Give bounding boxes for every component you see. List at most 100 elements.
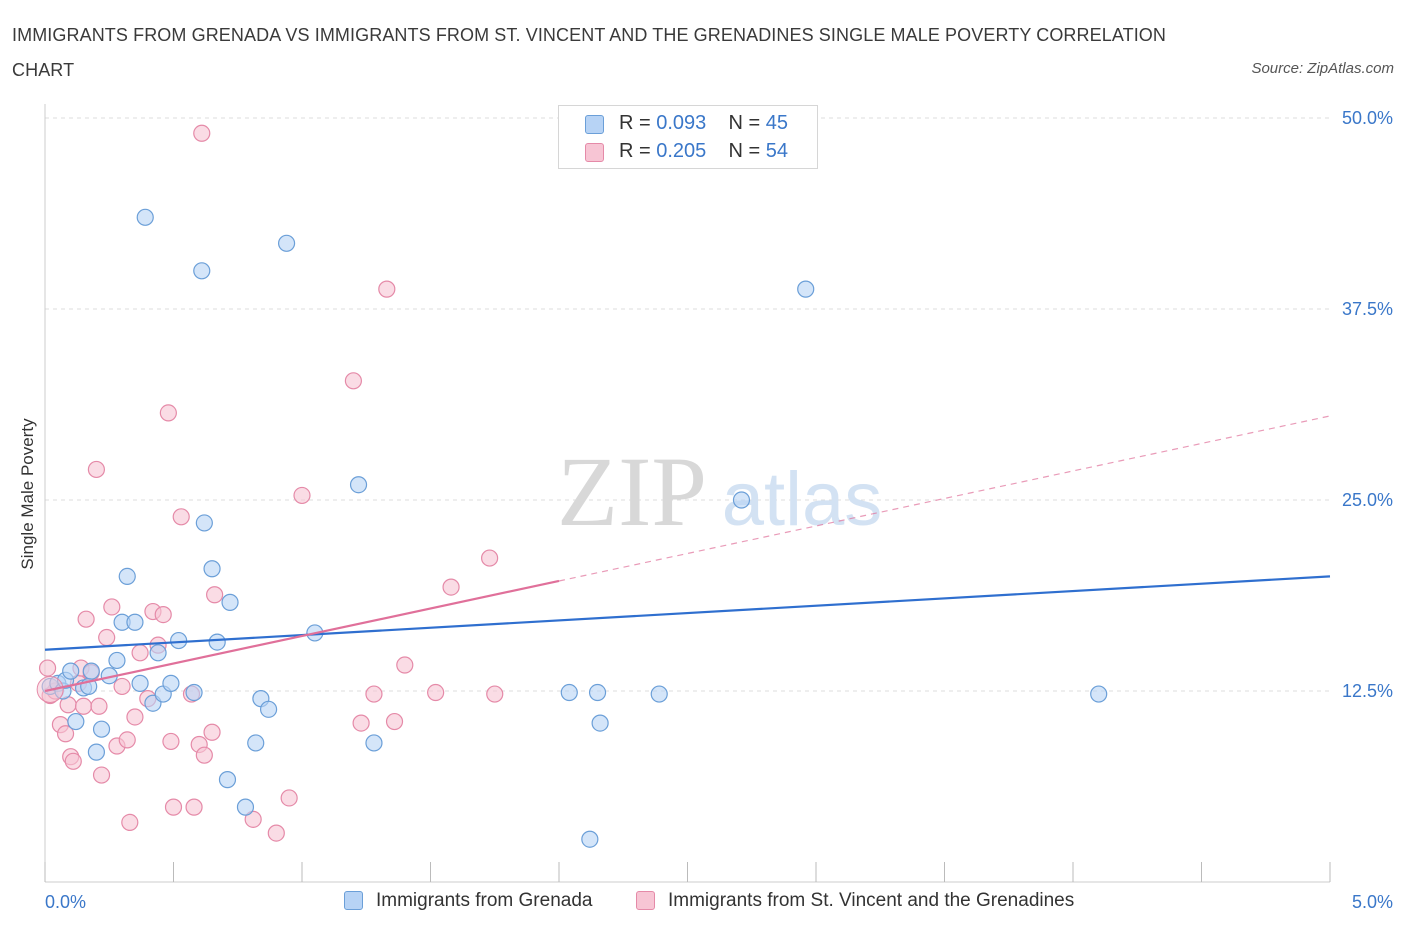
point-grenada	[82, 662, 100, 680]
x-tick-label: 0.0%	[45, 892, 86, 912]
point-svg	[203, 723, 221, 741]
point-grenada	[118, 567, 136, 586]
bottom-legend-swatch-blue	[344, 891, 363, 910]
bottom-legend-label-svg: Immigrants from St. Vincent and the Gren…	[668, 890, 1075, 911]
point-svg	[193, 124, 211, 142]
point-svg	[365, 685, 383, 703]
point-svg	[385, 712, 404, 731]
point-svg	[56, 725, 75, 743]
point-svg	[427, 683, 445, 702]
point-svg	[378, 280, 396, 298]
legend-box: R = 0.093 N = 45 R = 0.205 N = 54	[558, 105, 818, 169]
point-grenada	[126, 613, 144, 631]
point-grenada	[259, 700, 278, 718]
point-grenada	[581, 830, 599, 848]
point-grenada	[247, 734, 265, 752]
point-grenada	[87, 743, 106, 761]
point-grenada	[218, 771, 237, 789]
axes	[44, 104, 1331, 883]
bottom-legend-swatch-pink	[636, 891, 655, 910]
point-grenada	[1090, 685, 1108, 703]
point-grenada	[185, 683, 203, 702]
point-svg	[195, 746, 213, 764]
point-grenada	[732, 491, 751, 509]
point-svg	[481, 549, 499, 567]
point-svg	[185, 798, 203, 816]
trend-lines	[44, 415, 1331, 693]
point-grenada	[108, 651, 126, 670]
point-grenada	[193, 262, 211, 280]
y-tick-label: 25.0%	[1342, 490, 1393, 510]
point-grenada	[588, 683, 607, 702]
point-grenada	[208, 633, 226, 651]
point-grenada	[162, 674, 180, 692]
source-label: Source: ZipAtlas.com	[1251, 60, 1394, 77]
point-svg	[293, 486, 311, 505]
point-svg	[442, 578, 460, 596]
legend-stats-grenada: R = 0.093 N = 45	[619, 112, 788, 135]
point-svg	[267, 824, 285, 842]
point-grenada	[277, 234, 296, 252]
point-grenada	[62, 662, 80, 680]
n-label: N =	[728, 112, 766, 134]
r-value-grenada: 0.093	[656, 112, 707, 134]
point-svg	[159, 404, 177, 422]
point-grenada	[591, 714, 609, 732]
point-svg	[162, 732, 180, 751]
n-label: N =	[728, 140, 766, 162]
point-svg	[90, 697, 108, 715]
legend-swatch-blue	[585, 115, 604, 134]
chart-title: IMMIGRANTS FROM GRENADA VS IMMIGRANTS FR…	[12, 25, 1166, 80]
point-svg	[131, 644, 149, 662]
point-svg	[118, 731, 136, 749]
point-svg	[244, 810, 262, 828]
n-value-svg: 54	[765, 140, 789, 162]
point-grenada	[149, 644, 167, 662]
trend-line-solid	[44, 575, 1331, 651]
legend-swatch-pink	[585, 143, 604, 162]
point-svg	[64, 752, 82, 770]
point-svg	[486, 685, 504, 703]
point-grenada	[236, 798, 255, 816]
point-grenada	[170, 631, 188, 650]
point-svg	[98, 628, 116, 647]
point-grenada	[365, 734, 383, 752]
watermark-zip: ZIP	[557, 436, 707, 547]
point-svg	[172, 508, 190, 526]
point-svg	[164, 798, 183, 816]
point-svg	[121, 813, 139, 832]
point-grenada	[195, 514, 213, 532]
watermark: ZIP atlas	[557, 436, 882, 547]
y-tick-label: 12.5%	[1342, 681, 1393, 701]
bottom-legend-label-grenada: Immigrants from Grenada	[376, 890, 593, 911]
point-svg	[38, 659, 57, 677]
point-grenada	[67, 712, 85, 731]
point-svg	[206, 586, 224, 604]
point-svg	[92, 766, 111, 784]
point-svg	[280, 789, 298, 807]
tick-labels: 12.5% 25.0% 37.5% 50.0% 0.0% 5.0%	[45, 108, 1393, 912]
point-svg	[352, 714, 370, 732]
point-svg	[154, 605, 172, 624]
r-value-svg: 0.205	[656, 140, 707, 162]
y-tick-label: 50.0%	[1342, 108, 1393, 128]
point-svg	[77, 610, 95, 628]
point-grenada	[650, 685, 668, 703]
legend-stats-svg: R = 0.205 N = 54	[619, 140, 788, 163]
r-label: R =	[619, 112, 657, 134]
point-svg	[344, 372, 362, 390]
point-svg	[396, 656, 414, 674]
point-grenada	[131, 674, 149, 692]
point-svg	[74, 697, 93, 715]
trend-line-solid	[44, 579, 560, 693]
n-value-grenada: 45	[765, 112, 789, 134]
point-svg	[87, 460, 106, 479]
point-grenada	[92, 720, 111, 738]
point-grenada	[221, 593, 239, 611]
point-grenada	[203, 560, 221, 578]
point-grenada	[560, 683, 578, 702]
x-tick-label: 5.0%	[1352, 892, 1393, 912]
point-grenada	[349, 476, 368, 494]
point-svg	[103, 598, 121, 616]
